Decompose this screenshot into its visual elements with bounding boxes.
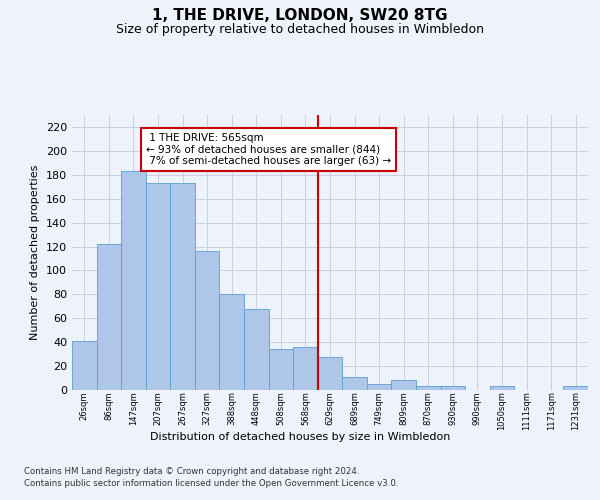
- Bar: [367, 384, 391, 390]
- Text: Distribution of detached houses by size in Wimbledon: Distribution of detached houses by size …: [150, 432, 450, 442]
- Bar: [220, 294, 244, 390]
- Text: 1 THE DRIVE: 565sqm
← 93% of detached houses are smaller (844)
 7% of semi-detac: 1 THE DRIVE: 565sqm ← 93% of detached ho…: [146, 133, 391, 166]
- Bar: [318, 356, 342, 390]
- Text: Contains HM Land Registry data © Crown copyright and database right 2024.: Contains HM Land Registry data © Crown c…: [24, 468, 359, 476]
- Bar: [416, 386, 440, 390]
- Bar: [146, 183, 170, 390]
- Text: 1, THE DRIVE, LONDON, SW20 8TG: 1, THE DRIVE, LONDON, SW20 8TG: [152, 8, 448, 22]
- Bar: [195, 252, 220, 390]
- Bar: [97, 244, 121, 390]
- Bar: [170, 183, 195, 390]
- Bar: [269, 350, 293, 390]
- Text: Size of property relative to detached houses in Wimbledon: Size of property relative to detached ho…: [116, 22, 484, 36]
- Text: Contains public sector information licensed under the Open Government Licence v3: Contains public sector information licen…: [24, 479, 398, 488]
- Y-axis label: Number of detached properties: Number of detached properties: [31, 165, 40, 340]
- Bar: [342, 377, 367, 390]
- Bar: [72, 341, 97, 390]
- Bar: [563, 386, 588, 390]
- Bar: [391, 380, 416, 390]
- Bar: [490, 386, 514, 390]
- Bar: [293, 347, 318, 390]
- Bar: [121, 171, 146, 390]
- Bar: [440, 386, 465, 390]
- Bar: [244, 308, 269, 390]
